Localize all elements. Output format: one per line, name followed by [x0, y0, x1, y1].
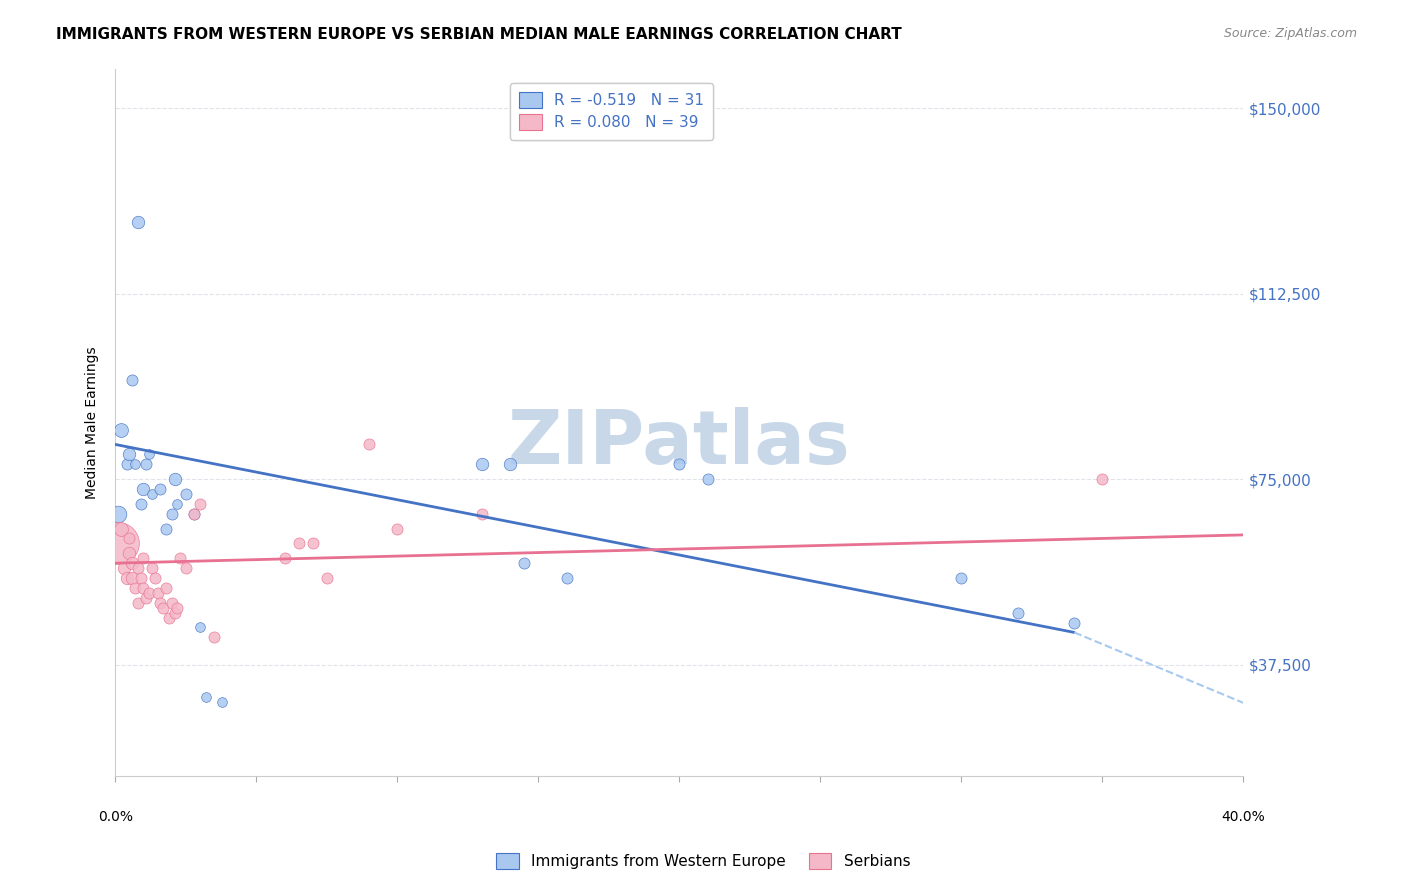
- Point: [141, 561, 163, 575]
- Point: [202, 631, 225, 645]
- Point: [143, 571, 166, 585]
- Point: [183, 507, 205, 521]
- Point: [163, 472, 186, 486]
- Point: [696, 472, 718, 486]
- Point: [135, 457, 157, 471]
- Point: [152, 600, 174, 615]
- Point: [1063, 615, 1085, 630]
- Point: [141, 487, 163, 501]
- Point: [513, 556, 536, 570]
- Point: [127, 596, 149, 610]
- Point: [211, 695, 233, 709]
- Point: [471, 507, 494, 521]
- Point: [166, 600, 188, 615]
- Point: [138, 447, 160, 461]
- Point: [950, 571, 973, 585]
- Point: [160, 507, 183, 521]
- Text: 40.0%: 40.0%: [1222, 811, 1265, 824]
- Point: [387, 522, 409, 536]
- Point: [555, 571, 578, 585]
- Point: [273, 551, 295, 566]
- Point: [124, 457, 146, 471]
- Point: [1091, 472, 1114, 486]
- Point: [471, 457, 494, 471]
- Point: [118, 532, 141, 546]
- Point: [194, 690, 217, 704]
- Point: [188, 620, 211, 634]
- Point: [499, 457, 522, 471]
- Text: IMMIGRANTS FROM WESTERN EUROPE VS SERBIAN MEDIAN MALE EARNINGS CORRELATION CHART: IMMIGRANTS FROM WESTERN EUROPE VS SERBIA…: [56, 27, 903, 42]
- Text: 0.0%: 0.0%: [98, 811, 132, 824]
- Point: [163, 606, 186, 620]
- Point: [110, 423, 132, 437]
- Point: [121, 556, 143, 570]
- Point: [118, 546, 141, 560]
- Point: [1007, 606, 1029, 620]
- Point: [188, 497, 211, 511]
- Point: [115, 457, 138, 471]
- Text: ZIPatlas: ZIPatlas: [508, 407, 851, 480]
- Point: [121, 373, 143, 387]
- Point: [135, 591, 157, 605]
- Point: [149, 596, 172, 610]
- Point: [146, 586, 169, 600]
- Point: [287, 536, 309, 550]
- Point: [129, 571, 152, 585]
- Legend: R = -0.519   N = 31, R = 0.080   N = 39: R = -0.519 N = 31, R = 0.080 N = 39: [510, 83, 713, 140]
- Point: [359, 437, 381, 451]
- Point: [668, 457, 690, 471]
- Point: [183, 507, 205, 521]
- Point: [138, 586, 160, 600]
- Y-axis label: Median Male Earnings: Median Male Earnings: [86, 346, 100, 499]
- Point: [160, 596, 183, 610]
- Point: [174, 561, 197, 575]
- Point: [166, 497, 188, 511]
- Point: [155, 581, 177, 595]
- Point: [115, 571, 138, 585]
- Point: [129, 497, 152, 511]
- Point: [127, 215, 149, 229]
- Point: [124, 581, 146, 595]
- Point: [107, 536, 129, 550]
- Point: [107, 507, 129, 521]
- Text: Source: ZipAtlas.com: Source: ZipAtlas.com: [1223, 27, 1357, 40]
- Point: [157, 610, 180, 624]
- Point: [169, 551, 191, 566]
- Point: [118, 447, 141, 461]
- Point: [121, 571, 143, 585]
- Point: [132, 482, 155, 496]
- Point: [301, 536, 323, 550]
- Point: [132, 551, 155, 566]
- Point: [132, 581, 155, 595]
- Point: [112, 561, 135, 575]
- Point: [149, 482, 172, 496]
- Legend: Immigrants from Western Europe, Serbians: Immigrants from Western Europe, Serbians: [489, 847, 917, 875]
- Point: [155, 522, 177, 536]
- Point: [110, 522, 132, 536]
- Point: [174, 487, 197, 501]
- Point: [315, 571, 337, 585]
- Point: [127, 561, 149, 575]
